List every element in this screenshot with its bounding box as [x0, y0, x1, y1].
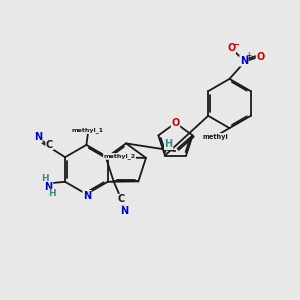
Text: N: N [44, 182, 53, 192]
Text: O: O [256, 52, 265, 62]
Text: methyl_1: methyl_1 [72, 128, 104, 134]
Text: C: C [46, 140, 53, 150]
Text: C: C [117, 194, 124, 204]
Text: +: + [245, 51, 252, 60]
Text: methyl: methyl [202, 134, 228, 140]
Text: N: N [34, 132, 42, 142]
Text: N: N [240, 56, 248, 66]
Text: N: N [120, 206, 128, 216]
Text: O: O [171, 118, 180, 128]
Text: H: H [48, 189, 56, 198]
Text: methyl_2: methyl_2 [103, 154, 136, 159]
Text: H: H [41, 174, 49, 183]
Text: O: O [227, 43, 236, 53]
Text: H: H [165, 140, 173, 149]
Text: N: N [83, 190, 91, 201]
Text: −: − [232, 40, 239, 49]
